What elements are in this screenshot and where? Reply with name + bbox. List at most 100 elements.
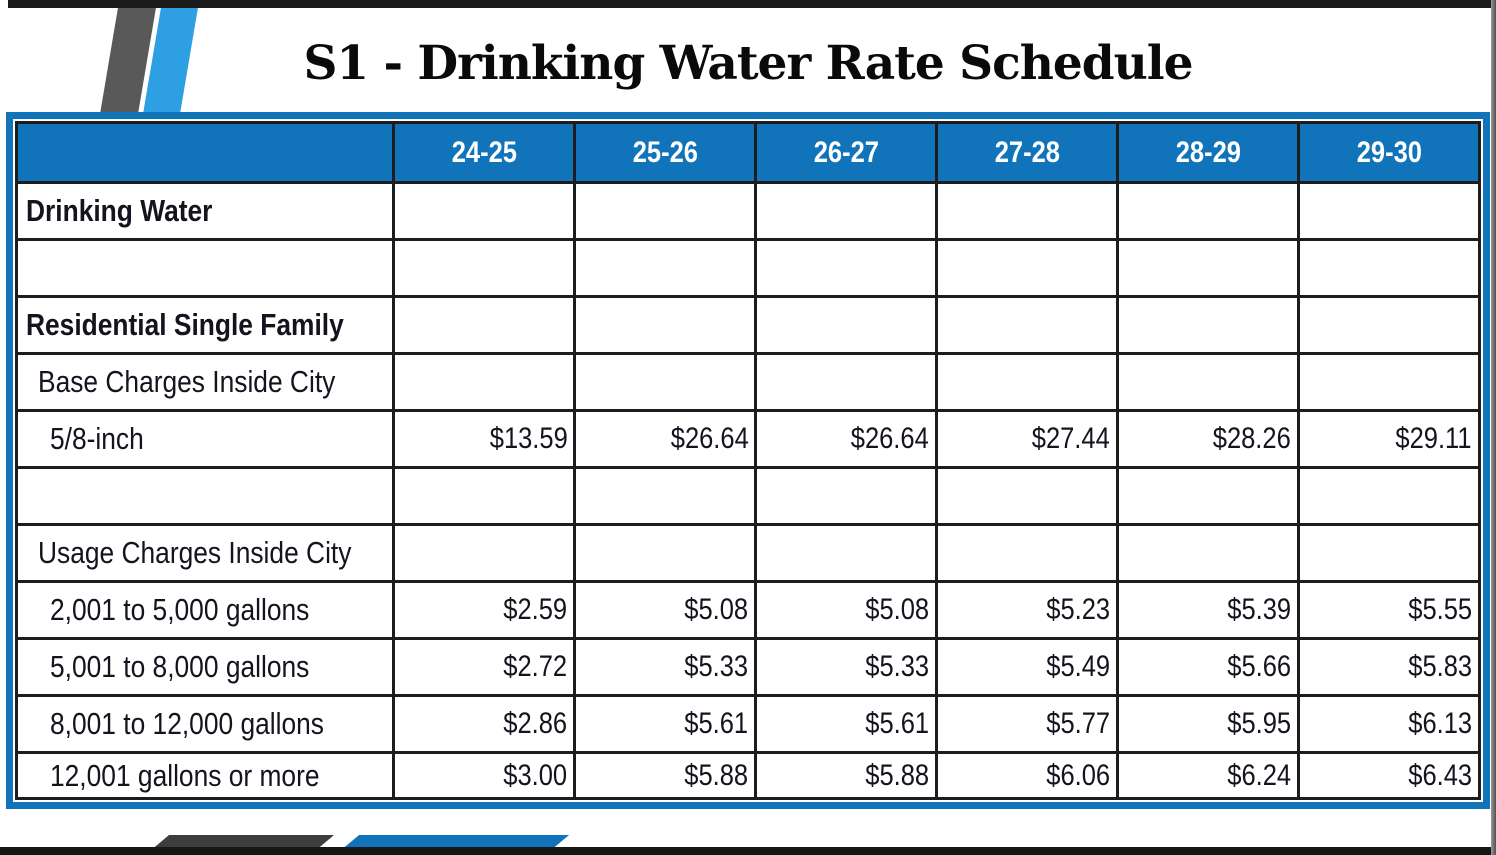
rate-value: $26.64 [670, 422, 749, 455]
value-cell: $13.59 [392, 409, 577, 469]
row-label: 2,001 to 5,000 gallons [50, 592, 310, 627]
row-label-cell: 5,001 to 8,000 gallons [14, 637, 396, 697]
row-label-cell: Drinking Water [14, 181, 396, 241]
value-cell [392, 295, 577, 355]
row-label: 8,001 to 12,000 gallons [50, 706, 324, 741]
rate-value: $5.55 [1408, 593, 1472, 626]
value-cell: $5.23 [935, 580, 1120, 640]
value-cell [1116, 181, 1301, 241]
rate-value: $5.61 [684, 707, 749, 740]
value-cell: $2.72 [392, 637, 577, 697]
value-cell: $6.13 [1297, 694, 1481, 754]
row-label: Residential Single Family [26, 307, 344, 342]
table-row: 8,001 to 12,000 gallons $2.86 $5.61 $5.61 $5… [14, 694, 1481, 754]
value-cell [573, 466, 758, 526]
year-header-label: 28-29 [1175, 135, 1241, 169]
right-edge-strip [1491, 0, 1496, 855]
rate-table: 24-25 25-26 26-27 27-28 28-29 29-30 Drinking … [14, 121, 1481, 800]
row-label: 5/8-inch [50, 421, 144, 456]
table-row: 12,001 gallons or more $3.00 $5.88 $5.88 $6.… [14, 751, 1481, 800]
value-cell [573, 295, 758, 355]
value-cell [1297, 238, 1481, 298]
value-cell: $5.33 [573, 637, 758, 697]
table-row: Usage Charges Inside City [14, 523, 1481, 583]
value-cell: $5.33 [754, 637, 939, 697]
value-cell [1116, 466, 1301, 526]
value-cell: $6.43 [1297, 751, 1481, 800]
row-label-cell [14, 466, 396, 526]
row-label-cell: Base Charges Inside City [14, 352, 396, 412]
value-cell [392, 352, 577, 412]
table-row: Base Charges Inside City [14, 352, 1481, 412]
value-cell [1297, 181, 1481, 241]
value-cell [1297, 466, 1481, 526]
rate-value: $5.83 [1408, 650, 1472, 683]
value-cell [1297, 295, 1481, 355]
row-label-cell: 12,001 gallons or more [14, 751, 396, 800]
row-label-cell: 8,001 to 12,000 gallons [14, 694, 396, 754]
row-label-cell: 2,001 to 5,000 gallons [14, 580, 396, 640]
row-label: Drinking Water [26, 193, 213, 228]
rate-value: $5.88 [684, 758, 749, 792]
row-label: 12,001 gallons or more [50, 757, 320, 793]
value-cell [935, 523, 1120, 583]
value-cell: $2.59 [392, 580, 577, 640]
value-cell [935, 352, 1120, 412]
value-cell: $5.49 [935, 637, 1120, 697]
value-cell: $5.61 [754, 694, 939, 754]
rate-value: $29.11 [1395, 422, 1472, 455]
top-accent-bar [8, 0, 1496, 8]
value-cell [1116, 295, 1301, 355]
year-header-24-25: 24-25 [392, 121, 577, 184]
table-row: 5/8-inch $13.59 $26.64 $26.64 $27.44 $28.26 $2… [14, 409, 1481, 469]
value-cell [1116, 238, 1301, 298]
rate-value: $26.64 [851, 422, 930, 455]
rate-value: $5.61 [865, 707, 930, 740]
bottom-accent-bar [0, 847, 1496, 855]
year-header-label: 24-25 [451, 135, 518, 169]
table-row: 2,001 to 5,000 gallons $2.59 $5.08 $5.08 $5.… [14, 580, 1481, 640]
rate-value: $2.59 [503, 593, 568, 626]
rate-table-body: Drinking Water Residential Single Family B… [14, 181, 1481, 800]
rate-value: $2.72 [503, 650, 568, 683]
rate-value: $5.08 [865, 593, 930, 626]
year-header-29-30: 29-30 [1297, 121, 1481, 184]
value-cell [935, 295, 1120, 355]
value-cell: $5.77 [935, 694, 1120, 754]
value-cell: $5.88 [754, 751, 939, 800]
rate-value: $5.08 [684, 593, 749, 626]
value-cell: $6.24 [1116, 751, 1301, 800]
value-cell: $5.61 [573, 694, 758, 754]
value-cell [754, 238, 939, 298]
value-cell [392, 238, 577, 298]
rate-value: $13.59 [489, 422, 568, 455]
value-cell [573, 352, 758, 412]
rate-value: $28.26 [1213, 422, 1292, 455]
rate-value: $6.13 [1408, 707, 1472, 740]
value-cell [754, 523, 939, 583]
value-cell: $5.39 [1116, 580, 1301, 640]
year-header-27-28: 27-28 [935, 121, 1120, 184]
value-cell [1116, 523, 1301, 583]
rate-value: $5.95 [1227, 707, 1292, 740]
value-cell: $6.06 [935, 751, 1120, 800]
rate-value: $6.43 [1408, 758, 1472, 792]
value-cell [573, 238, 758, 298]
rate-value: $5.33 [865, 650, 930, 683]
rate-value: $5.39 [1227, 593, 1292, 626]
rate-value: $6.24 [1227, 758, 1292, 792]
table-row: Residential Single Family [14, 295, 1481, 355]
value-cell: $26.64 [754, 409, 939, 469]
rate-value: $5.77 [1046, 707, 1111, 740]
value-cell [392, 466, 577, 526]
rate-value: $3.00 [503, 758, 568, 792]
value-cell [754, 181, 939, 241]
year-header-25-26: 25-26 [573, 121, 758, 184]
row-label: 5,001 to 8,000 gallons [50, 649, 310, 684]
value-cell: $27.44 [935, 409, 1120, 469]
value-cell: $29.11 [1297, 409, 1481, 469]
spacer-row [14, 466, 1481, 526]
slide-title: S1 - Drinking Water Rate Schedule [303, 36, 1193, 91]
rate-value: $5.49 [1046, 650, 1111, 683]
year-header-label: 27-28 [994, 135, 1060, 169]
